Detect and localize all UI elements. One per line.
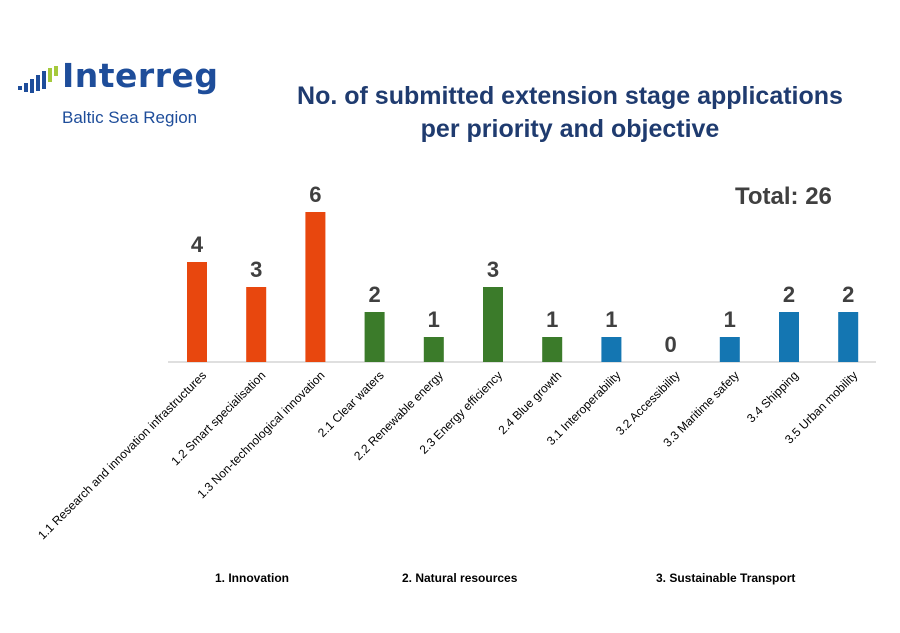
data-label-9: 0 — [664, 332, 676, 357]
category-label-3: 1.3 Non-technological innovation — [194, 368, 327, 501]
category-label-11: 3.4 Shipping — [744, 368, 801, 425]
group-label-natural-resources: 2. Natural resources — [402, 571, 518, 585]
bar-5 — [423, 337, 444, 362]
logo-region: Baltic Sea Region — [62, 108, 198, 127]
data-label-7: 1 — [546, 307, 558, 332]
data-label-8: 1 — [605, 307, 617, 332]
bar-12 — [838, 312, 859, 362]
interreg-logo: Interreg Baltic Sea Region — [18, 56, 218, 135]
bar-6 — [483, 287, 503, 362]
data-label-1: 4 — [191, 232, 204, 257]
logo-wordmark: Interreg — [62, 56, 219, 95]
bar-3 — [305, 212, 326, 362]
bar-4 — [364, 312, 385, 362]
data-label-4: 2 — [368, 282, 380, 307]
data-label-10: 1 — [724, 307, 736, 332]
bar-11 — [779, 312, 799, 362]
data-label-6: 3 — [487, 257, 499, 282]
bar-10 — [719, 337, 740, 362]
group-label-innovation: 1. Innovation — [215, 571, 290, 585]
bar-2 — [246, 287, 267, 362]
chart-title-line-2: per priority and objective — [420, 115, 720, 143]
logo-signal-bars-icon — [18, 66, 58, 93]
data-label-11: 2 — [783, 282, 795, 307]
chart-title-line-1: No. of submitted extension stage applica… — [297, 82, 843, 110]
data-label-3: 6 — [309, 182, 321, 207]
chart-title: No. of submitted extension stage applica… — [270, 80, 870, 146]
total-label: Total: 26 — [735, 183, 832, 210]
data-label-2: 3 — [250, 257, 262, 282]
group-label-sustainable-transport: 3. Sustainable Transport — [656, 571, 796, 585]
data-label-5: 1 — [428, 307, 440, 332]
bar-7 — [542, 337, 563, 362]
bar-1 — [187, 262, 207, 362]
data-label-12: 2 — [842, 282, 854, 307]
bar-8 — [601, 337, 622, 362]
